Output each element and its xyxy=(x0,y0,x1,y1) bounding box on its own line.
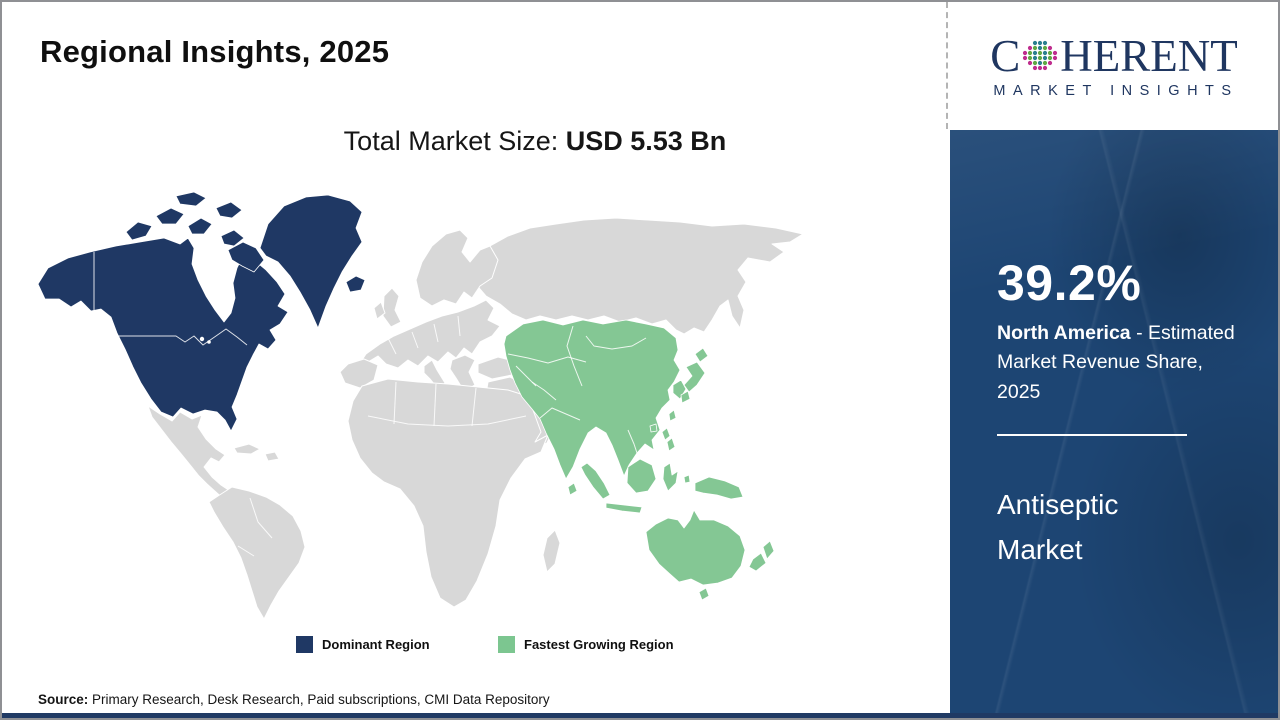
fastest-region-swatch xyxy=(498,636,515,653)
market-share-caption: North America - Estimated Market Revenue… xyxy=(997,322,1235,403)
brand-logo: C HERENT MARKET INSIGHTS xyxy=(950,2,1278,130)
land-sumatra xyxy=(580,462,611,500)
land-africa xyxy=(347,378,549,608)
land-borneo xyxy=(626,458,657,494)
land-europe xyxy=(357,299,501,369)
land-asia-mainland xyxy=(503,319,681,480)
land-new-zealand xyxy=(762,540,775,560)
land-madagascar xyxy=(542,529,561,573)
land-baffin xyxy=(227,241,265,273)
brand-wordmark: C HERENT xyxy=(990,30,1238,81)
land-uk xyxy=(382,287,402,328)
land-philippines xyxy=(661,427,671,441)
dominant-region-swatch xyxy=(296,636,313,653)
land-iberia xyxy=(339,358,379,389)
land-japan xyxy=(694,347,709,363)
total-market-size-label: Total Market Size: xyxy=(343,126,566,156)
page-title: Regional Insights, 2025 xyxy=(40,34,390,69)
land-ireland xyxy=(373,301,386,320)
land-hispaniola xyxy=(264,451,280,462)
land-cuba xyxy=(233,443,261,455)
legend-dominant-region: Dominant Region xyxy=(296,636,430,653)
source-label: Source: xyxy=(38,692,89,707)
world-map xyxy=(37,191,804,620)
source-text: Primary Research, Desk Research, Paid su… xyxy=(88,692,550,707)
land-iceland xyxy=(345,275,366,293)
land-sulawesi xyxy=(662,462,679,492)
fastest-region-label: Fastest Growing Region xyxy=(524,637,674,652)
legend-fastest-growing-region: Fastest Growing Region xyxy=(498,636,674,653)
total-market-size-value: USD 5.53 Bn xyxy=(565,126,727,156)
market-name: Antiseptic Market xyxy=(997,488,1119,566)
land-russia xyxy=(472,217,804,335)
highlight-sidebar: 39.2% North America - Estimated Market R… xyxy=(950,130,1278,716)
dominant-region-label: Dominant Region xyxy=(322,637,430,652)
region-north-america xyxy=(37,191,366,432)
land-new-guinea xyxy=(694,476,744,500)
country-borders xyxy=(93,252,647,557)
globe-dots-icon xyxy=(1023,40,1058,71)
land-balkans xyxy=(449,354,476,392)
land-scandinavia xyxy=(415,229,499,307)
source-line: Source: Primary Research, Desk Research,… xyxy=(38,692,550,707)
bottom-accent-bar xyxy=(2,713,1278,718)
total-market-size: Total Market Size: USD 5.53 Bn xyxy=(120,126,950,157)
brand-letter-c: C xyxy=(990,30,1021,81)
land-south-america xyxy=(208,486,306,620)
land-tasmania xyxy=(698,587,710,601)
land-sri-lanka xyxy=(567,482,578,496)
land-java xyxy=(605,502,643,514)
land-greenland xyxy=(259,194,363,329)
land-mexico-central-america xyxy=(147,405,238,506)
land-australia xyxy=(645,509,746,586)
brand-tagline: MARKET INSIGHTS xyxy=(993,82,1239,99)
land-na-mainland xyxy=(37,237,289,432)
land-taiwan xyxy=(668,409,677,422)
dominant-region-name: North America xyxy=(997,322,1131,344)
region-asia-pacific xyxy=(503,319,775,601)
dashed-separator xyxy=(946,2,948,129)
brand-letters-herent: HERENT xyxy=(1060,30,1238,81)
great-lakes xyxy=(199,336,205,342)
sidebar-divider xyxy=(997,433,1187,436)
market-share-value: 39.2% xyxy=(997,255,1142,311)
